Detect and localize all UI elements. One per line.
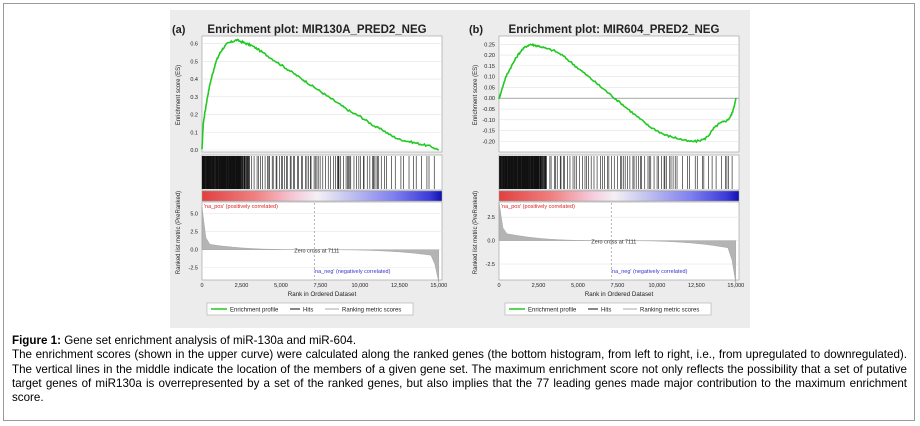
- zero-cross-label: Zero cross at 7111: [294, 249, 339, 255]
- es-tick-label: 0.20: [484, 53, 495, 59]
- es-tick-label: -0.10: [482, 118, 495, 124]
- es-tick-label: -0.20: [482, 139, 495, 145]
- es-tick-label: 0.5: [190, 59, 198, 65]
- x-tick-label: 15,000: [727, 283, 744, 289]
- es-tick-label: 0.6: [190, 42, 198, 48]
- es-tick-label: 0.4: [190, 77, 198, 83]
- x-tick-label: 10,000: [351, 283, 368, 289]
- metric-tick-label: 0.0: [487, 239, 495, 245]
- es-tick-label: 0.3: [190, 95, 198, 101]
- figure-caption: Figure 1: Gene set enrichment analysis o…: [12, 334, 907, 405]
- es-axis-title: Enrichment score (ES): [473, 65, 479, 125]
- legend-metric-label: Ranking metric scores: [342, 308, 401, 314]
- x-tick-label: 5,000: [571, 283, 585, 289]
- x-tick-label: 10,000: [648, 283, 665, 289]
- caption-label: Figure 1:: [12, 334, 61, 347]
- metric-tick-label: -2.5: [189, 266, 198, 272]
- metric-tick-label: 5.0: [190, 212, 198, 218]
- positive-label: 'na_pos' (positively correlated): [204, 204, 278, 210]
- caption-title: Gene set enrichment analysis of miR-130a…: [60, 334, 357, 347]
- negative-label: 'na_neg' (negatively correlated): [611, 269, 688, 275]
- metric-tick-label: 0.0: [190, 248, 198, 254]
- x-tick-label: 2,500: [532, 283, 546, 289]
- hit-lines: [201, 156, 435, 189]
- plot-title: Enrichment plot: MIR130A_PRED2_NEG: [207, 24, 426, 36]
- metric-tick-label: 2.5: [487, 215, 495, 221]
- plot-title: Enrichment plot: MIR604_PRED2_NEG: [509, 24, 720, 36]
- x-axis-title: Rank in Ordered Dataset: [585, 291, 654, 298]
- es-plot-area: [498, 35, 740, 153]
- ranking-color-bar: [201, 190, 443, 202]
- es-tick-label: 0.05: [484, 85, 495, 91]
- x-tick-label: 7,500: [611, 283, 625, 289]
- panel-label: (b): [469, 24, 483, 36]
- ranking-metric-area: [498, 201, 736, 284]
- es-tick-label: 0.00: [484, 96, 495, 102]
- x-tick-label: 7,500: [314, 283, 328, 289]
- enrichment-plots-svg: (a) Enrichment plot: MIR130A_PRED2_NEG 0.6…: [172, 24, 744, 316]
- x-tick-label: 15,000: [430, 283, 447, 289]
- x-tick-label: 12,500: [688, 283, 705, 289]
- es-tick-label: 0.10: [484, 75, 495, 81]
- hit-lines: [499, 156, 733, 189]
- es-tick-label: 0.25: [484, 42, 495, 48]
- metric-tick-label: 2.5: [190, 230, 198, 236]
- legend-hits-label: Hits: [601, 308, 611, 314]
- es-tick-label: 0.15: [484, 64, 495, 70]
- es-tick-label: 0.0: [190, 148, 198, 154]
- metric-tick-label: -2.5: [486, 262, 495, 268]
- legend-box: [206, 302, 414, 316]
- positive-label: 'na_pos' (positively correlated): [501, 204, 575, 210]
- metric-axis-title: Ranked list metric (PreRanked): [176, 191, 182, 274]
- legend-enrichment-label: Enrichment profile: [528, 308, 577, 314]
- x-tick-label: 2,500: [235, 283, 249, 289]
- es-tick-label: 0.1: [190, 130, 198, 136]
- legend-hits-label: Hits: [303, 308, 313, 314]
- x-tick-label: 12,500: [391, 283, 408, 289]
- es-tick-label: 0.2: [190, 113, 198, 119]
- caption-body: The enrichment scores (shown in the uppe…: [12, 348, 907, 405]
- metric-plot-area: [201, 201, 443, 281]
- legend-enrichment-label: Enrichment profile: [230, 308, 279, 314]
- ranking-color-bar: [498, 190, 740, 202]
- enrichment-plot-b: (b) Enrichment plot: MIR604_PRED2_NEG 0.25…: [469, 24, 744, 316]
- legend-box: [504, 302, 712, 316]
- es-axis-title: Enrichment score (ES): [176, 65, 182, 125]
- x-tick-label: 5,000: [274, 283, 288, 289]
- x-tick-label: 0: [497, 283, 500, 289]
- enrichment-plot-a: (a) Enrichment plot: MIR130A_PRED2_NEG 0.6…: [172, 24, 447, 316]
- enrichment-curve: [498, 42, 737, 144]
- zero-cross-label: Zero cross at 7111: [591, 240, 636, 246]
- x-tick-label: 0: [200, 283, 203, 289]
- ranking-metric-area: [201, 206, 439, 283]
- es-tick-label: -0.05: [482, 107, 495, 113]
- x-axis-title: Rank in Ordered Dataset: [288, 291, 357, 298]
- enrichment-curve: [201, 38, 440, 151]
- negative-label: 'na_neg' (negatively correlated): [314, 269, 391, 275]
- metric-axis-title: Ranked list metric (PreRanked): [473, 191, 479, 274]
- panel-label: (a): [172, 24, 186, 36]
- legend-metric-label: Ranking metric scores: [640, 308, 699, 314]
- es-tick-label: -0.15: [482, 129, 495, 135]
